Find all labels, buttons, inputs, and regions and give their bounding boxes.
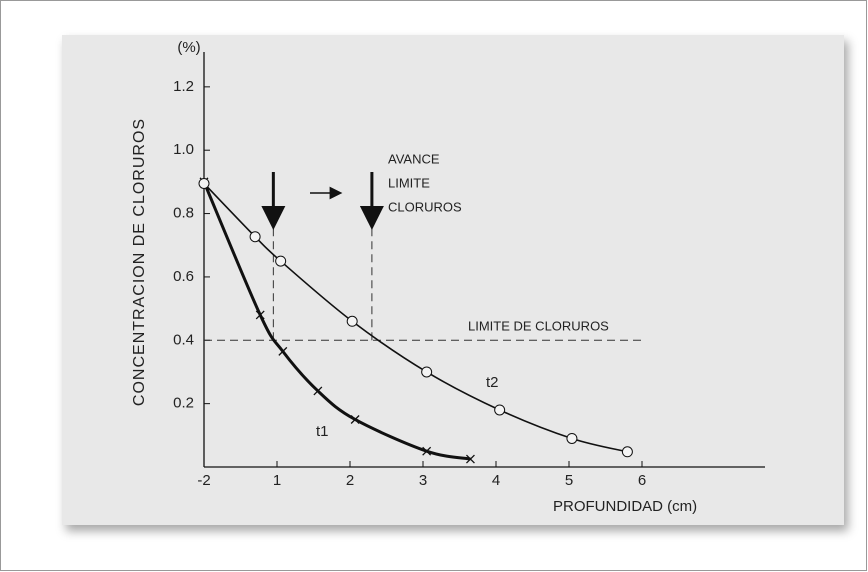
y-tick-label: 1.2 — [173, 78, 194, 95]
x-tick-label: 3 — [419, 472, 427, 489]
y-tick-label: 0.4 — [173, 331, 194, 348]
point — [278, 346, 288, 356]
x-axis-label: PROFUNDIDAD (cm) — [553, 498, 697, 515]
point — [198, 177, 210, 189]
series-label: t2 — [486, 374, 499, 391]
y-unit: (%) — [177, 39, 200, 56]
x-tick-label: 4 — [492, 472, 500, 489]
point — [621, 446, 633, 458]
x-tick-label: 6 — [638, 472, 646, 489]
y-tick-label: 0.2 — [173, 395, 194, 412]
x-tick-label: 1 — [273, 472, 281, 489]
annotation: LIMITE — [388, 175, 430, 190]
series-label: t1 — [316, 423, 329, 440]
point — [350, 415, 360, 424]
point — [421, 366, 433, 378]
annotation: CLORUROS — [388, 199, 462, 214]
point — [494, 404, 506, 416]
series-line — [203, 182, 628, 453]
point — [422, 446, 432, 456]
point — [465, 454, 475, 464]
y-tick-label: 0.6 — [173, 268, 194, 285]
point — [566, 432, 578, 444]
panel — [62, 35, 844, 525]
x-tick-label: 5 — [565, 472, 573, 489]
y-tick-label: 1.0 — [173, 141, 194, 158]
point — [249, 231, 261, 243]
y-tick-label: 0.8 — [173, 205, 194, 222]
x-tick-label: 2 — [346, 472, 354, 489]
reference-label: LIMITE DE CLORUROS — [468, 319, 609, 334]
x-tick-label: -2 — [197, 472, 210, 489]
point — [313, 386, 323, 396]
point — [255, 310, 265, 320]
annotation: AVANCE — [388, 151, 440, 166]
y-axis-label: CONCENTRACION DE CLORUROS — [131, 118, 148, 406]
point — [346, 315, 358, 327]
point — [275, 255, 287, 267]
